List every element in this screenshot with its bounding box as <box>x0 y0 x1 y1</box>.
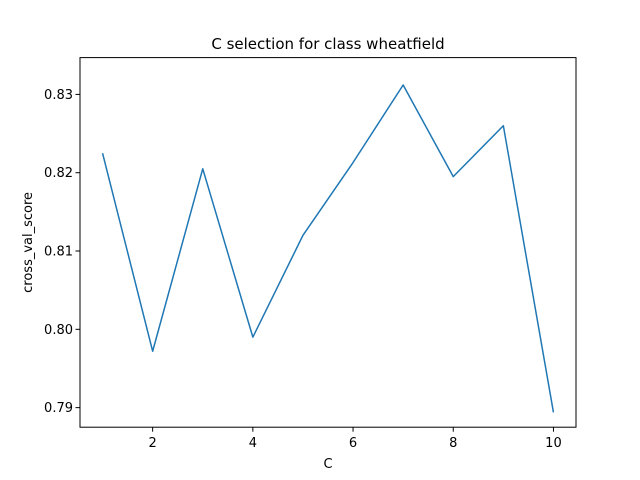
y-tick-label: 0.82 <box>44 166 73 181</box>
x-tick-label: 8 <box>449 436 457 451</box>
y-axis-label: cross_val_score <box>21 192 36 293</box>
y-tick-label: 0.80 <box>44 323 73 338</box>
plot-area <box>80 57 576 428</box>
x-tick-label: 10 <box>545 436 562 451</box>
series-line <box>101 84 555 413</box>
data-layer <box>101 84 555 413</box>
x-tick-label: 4 <box>249 436 257 451</box>
x-tick-label: 6 <box>349 436 357 451</box>
y-tick-label: 0.83 <box>44 88 73 103</box>
y-tick-label: 0.79 <box>44 401 73 416</box>
x-axis-label: C <box>323 457 332 472</box>
y-tick-label: 0.81 <box>44 245 73 260</box>
chart-title: C selection for class wheatfield <box>211 35 444 53</box>
tick-layer: 2 4 6 8 10 0.79 0.80 0.81 0.82 0.83 <box>44 88 562 451</box>
axes-frame <box>79 57 577 428</box>
x-tick-label: 2 <box>149 436 157 451</box>
